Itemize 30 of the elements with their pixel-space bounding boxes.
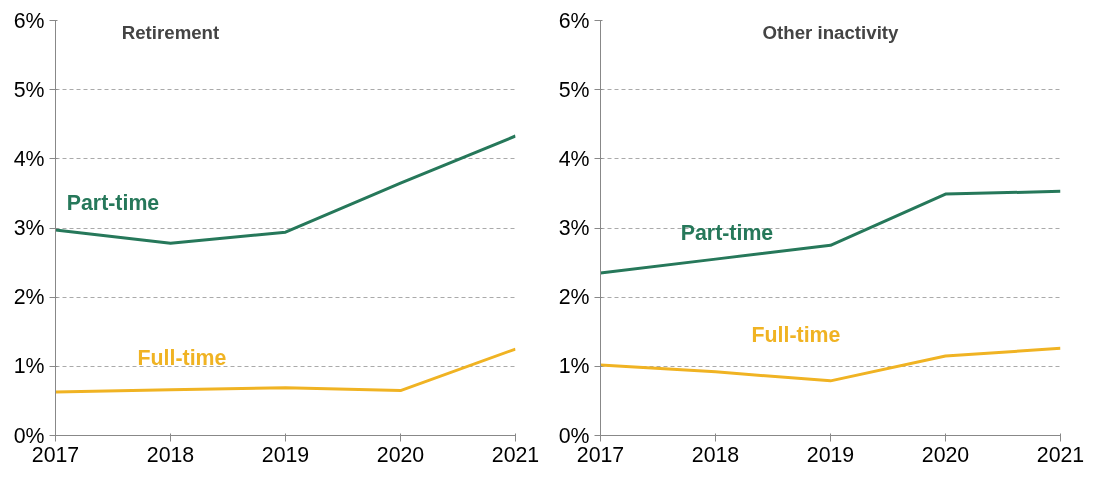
line-series [55, 134, 516, 245]
line-series [600, 189, 1061, 275]
chart-title: Retirement [121, 22, 220, 44]
x-tick-label: 2021 [1036, 442, 1085, 467]
series-label: Part-time [66, 191, 160, 216]
y-tick-label: 1% [13, 354, 45, 379]
series-label: Full-time [751, 323, 841, 348]
y-tick-label: 5% [558, 77, 590, 102]
y-tick-label: 6% [13, 8, 45, 33]
x-tick-label: 2019 [806, 442, 855, 467]
y-tick-label: 2% [558, 285, 590, 310]
series-label: Part-time [680, 220, 774, 245]
line-series [55, 347, 516, 394]
y-tick-label: 4% [13, 146, 45, 171]
x-tick-label: 2018 [146, 442, 195, 467]
y-tick-label: 5% [13, 77, 45, 102]
chart-title: Other inactivity [762, 22, 900, 44]
line-series [600, 346, 1061, 383]
y-tick-label: 4% [558, 146, 590, 171]
y-tick-label: 1% [558, 354, 590, 379]
y-tick-label: 3% [13, 216, 45, 240]
y-tick-label: 3% [558, 216, 590, 240]
y-tick-label: 6% [558, 8, 590, 33]
x-tick-label: 2020 [921, 442, 970, 467]
x-tick-label: 2021 [491, 442, 540, 467]
x-tick-label: 2019 [261, 442, 310, 467]
x-tick-label: 2020 [376, 442, 425, 467]
series-label: Full-time [137, 345, 227, 370]
y-tick-label: 2% [13, 285, 45, 310]
x-tick-label: 2018 [691, 442, 740, 467]
